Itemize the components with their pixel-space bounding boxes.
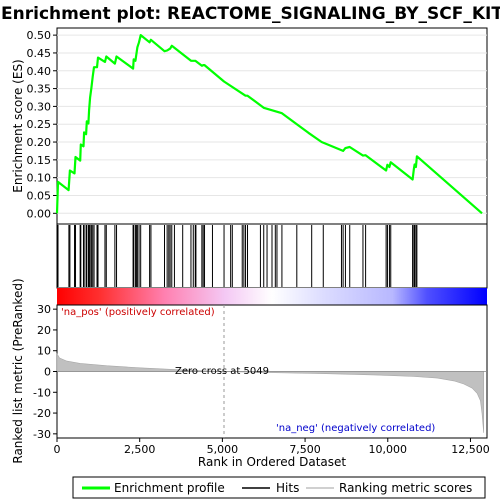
es-y-tick-label: 0.40: [27, 65, 52, 78]
metric-y-axis: 30 20 10 0 -10 -20 -30: [33, 303, 57, 441]
x-tick-label: 2,500: [124, 443, 156, 456]
x-tick-label: 7,500: [289, 443, 321, 456]
x-tick-label: 10,000: [369, 443, 408, 456]
legend-box: [72, 476, 486, 499]
legend-label-metric: Ranking metric scores: [339, 481, 472, 495]
x-tick-label: 0: [54, 443, 61, 456]
legend: Enrichment profile Hits Ranking metric s…: [72, 476, 486, 499]
es-y-tick-label: 0.50: [27, 29, 52, 42]
metric-y-tick-label: -20: [33, 407, 51, 420]
pos-label: 'na_pos' (positively correlated): [61, 307, 215, 318]
es-y-tick-label: 0.45: [27, 47, 52, 60]
metric-area: [56, 352, 484, 433]
legend-label-hits: Hits: [276, 481, 299, 495]
es-y-tick-label: 0.00: [27, 207, 52, 220]
es-panel-frame: [56, 27, 488, 225]
es-gridlines: [57, 34, 487, 214]
metric-y-tick-label: 10: [37, 345, 51, 358]
hits-layer: [57, 225, 418, 287]
zero-cross-label: Zero cross at 5049: [175, 366, 269, 377]
x-tick-label: 5,000: [207, 443, 239, 456]
metric-y-axis-label: Ranked list metric (PreRanked): [11, 278, 25, 463]
es-y-tick-label: 0.25: [27, 118, 52, 131]
metric-y-tick-label: -30: [33, 428, 51, 441]
chart-title: Enrichment plot: REACTOME_SIGNALING_BY_S…: [1, 4, 500, 24]
es-y-tick-label: 0.15: [27, 154, 52, 167]
es-line: [55, 33, 483, 215]
rank-color-bar: [57, 288, 487, 305]
neg-label: 'na_neg' (negatively correlated): [276, 423, 435, 434]
es-curve-layer: [55, 33, 483, 215]
es-y-axis-label: Enrichment score (ES): [11, 59, 25, 192]
x-tick-label: 12,500: [451, 443, 490, 456]
metric-layer: [56, 305, 487, 438]
legend-label-es: Enrichment profile: [114, 481, 225, 495]
es-y-axis: 0.00 0.05 0.10 0.15 0.20 0.25 0.30 0.35 0.40 0.45…: [27, 29, 57, 220]
es-y-tick-label: 0.20: [27, 136, 52, 149]
es-y-tick-label: 0.10: [27, 172, 52, 185]
metric-y-tick-label: -10: [33, 386, 51, 399]
es-y-tick-label: 0.35: [27, 83, 52, 96]
x-axis: 0 2,500 5,000 7,500 10,000 12,500: [54, 438, 490, 456]
es-y-tick-label: 0.30: [27, 100, 52, 113]
metric-y-tick-label: 20: [37, 324, 51, 337]
metric-y-tick-label: 30: [37, 303, 51, 316]
es-y-tick-label: 0.05: [27, 189, 52, 202]
metric-y-tick-label: 0: [44, 366, 51, 379]
x-axis-label: Rank in Ordered Dataset: [198, 455, 346, 469]
